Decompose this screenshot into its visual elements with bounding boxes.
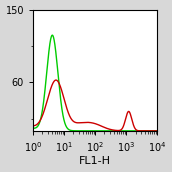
X-axis label: FL1-H: FL1-H xyxy=(79,157,111,166)
